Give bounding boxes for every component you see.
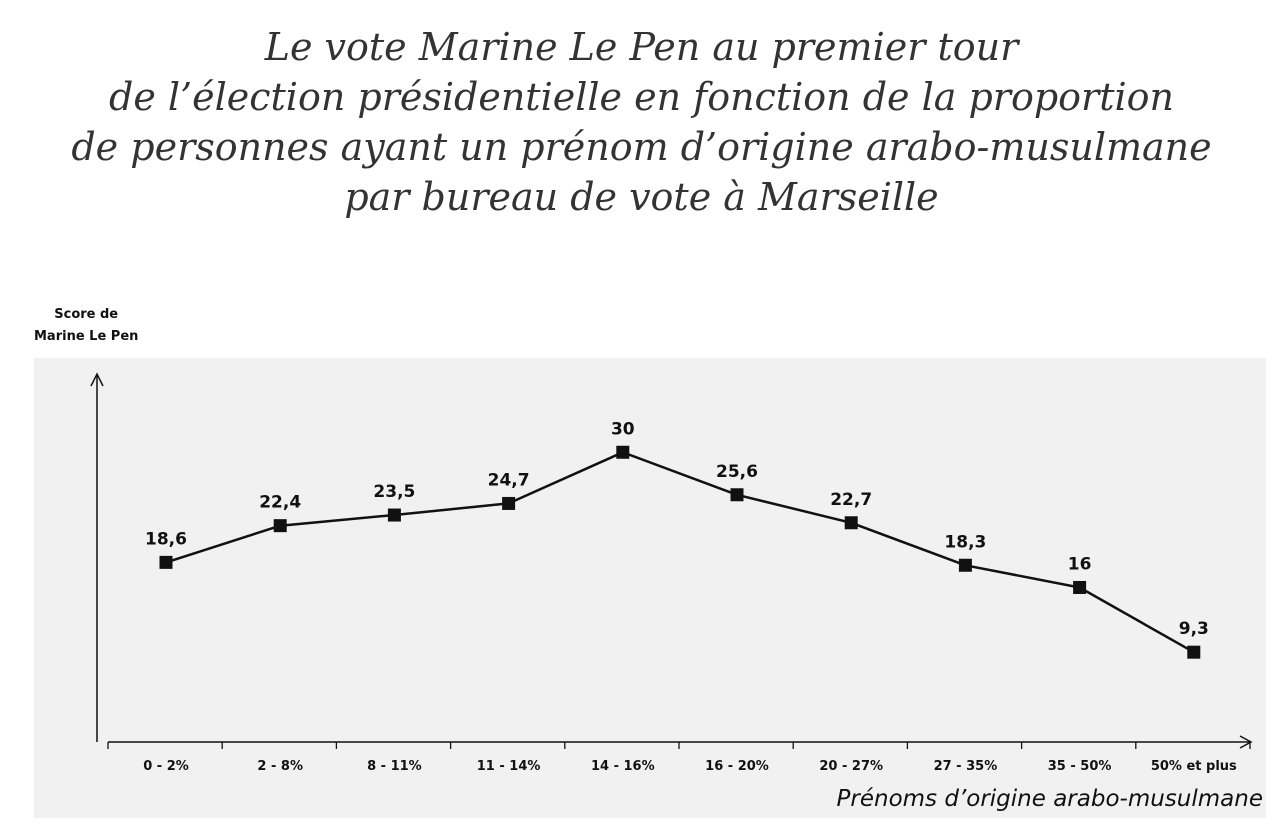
x-tick-labels: 0 - 2% 2 - 8% 8 - 11% 11 - 14% 14 - 16% 16 - …: [143, 759, 1237, 774]
data-labels: 18,6 22,4 23,5 24,7 30 25,6 22,7 18,3 16 9,3: [145, 419, 1209, 639]
x-tick-label: 20 - 27%: [819, 759, 883, 774]
x-tick-label: 11 - 14%: [477, 759, 541, 774]
x-tick-label: 35 - 50%: [1048, 759, 1112, 774]
data-point-marker: [159, 555, 173, 569]
x-axis-arrow: [1239, 735, 1253, 749]
data-point-marker: [958, 558, 972, 572]
title-line: par bureau de vote à Marseille: [344, 175, 939, 219]
x-tick-label: 8 - 11%: [367, 759, 422, 774]
data-markers: [159, 445, 1201, 659]
data-label: 18,3: [944, 532, 986, 552]
data-point-marker: [844, 516, 858, 530]
data-label: 18,6: [145, 529, 187, 549]
x-tick-label: 50% et plus: [1151, 759, 1237, 774]
y-axis-title: Score de Marine Le Pen: [34, 304, 138, 348]
y-axis-title-line: Marine Le Pen: [34, 329, 139, 344]
data-point-marker: [502, 496, 516, 510]
data-label: 24,7: [488, 470, 530, 490]
x-axis-title: Prénoms d’origine arabo-musulmane: [836, 786, 1263, 812]
title-line: de l’élection présidentielle en fonction…: [109, 75, 1174, 119]
data-point-marker: [387, 508, 401, 522]
x-tick-label: 14 - 16%: [591, 759, 655, 774]
x-tick-label: 0 - 2%: [143, 759, 189, 774]
x-tick-label: 27 - 35%: [934, 759, 998, 774]
title-line: de personnes ayant un prénom d’origine a…: [71, 125, 1212, 169]
data-label: 23,5: [373, 482, 415, 502]
chart-title: Le vote Marine Le Pen au premier tour de…: [0, 22, 1283, 222]
data-label: 16: [1068, 554, 1092, 574]
data-point-marker: [1187, 645, 1201, 659]
series-line: [165, 451, 1195, 654]
data-label: 25,6: [716, 462, 758, 482]
y-axis: [90, 372, 104, 742]
x-tick-label: 2 - 8%: [257, 759, 303, 774]
data-point-marker: [1073, 580, 1087, 594]
data-point-marker: [273, 519, 287, 533]
x-tick-label: 16 - 20%: [705, 759, 769, 774]
data-point-marker: [616, 445, 630, 459]
data-label: 22,4: [259, 493, 301, 513]
title-line: Le vote Marine Le Pen au premier tour: [264, 25, 1019, 69]
data-label: 22,7: [830, 490, 872, 510]
x-axis-ticks: [107, 742, 1251, 749]
y-axis-title-line: Score de: [54, 307, 119, 322]
data-label: 9,3: [1179, 619, 1209, 639]
data-label: 30: [611, 419, 635, 439]
y-axis-arrow: [90, 372, 104, 387]
data-point-marker: [730, 488, 744, 502]
